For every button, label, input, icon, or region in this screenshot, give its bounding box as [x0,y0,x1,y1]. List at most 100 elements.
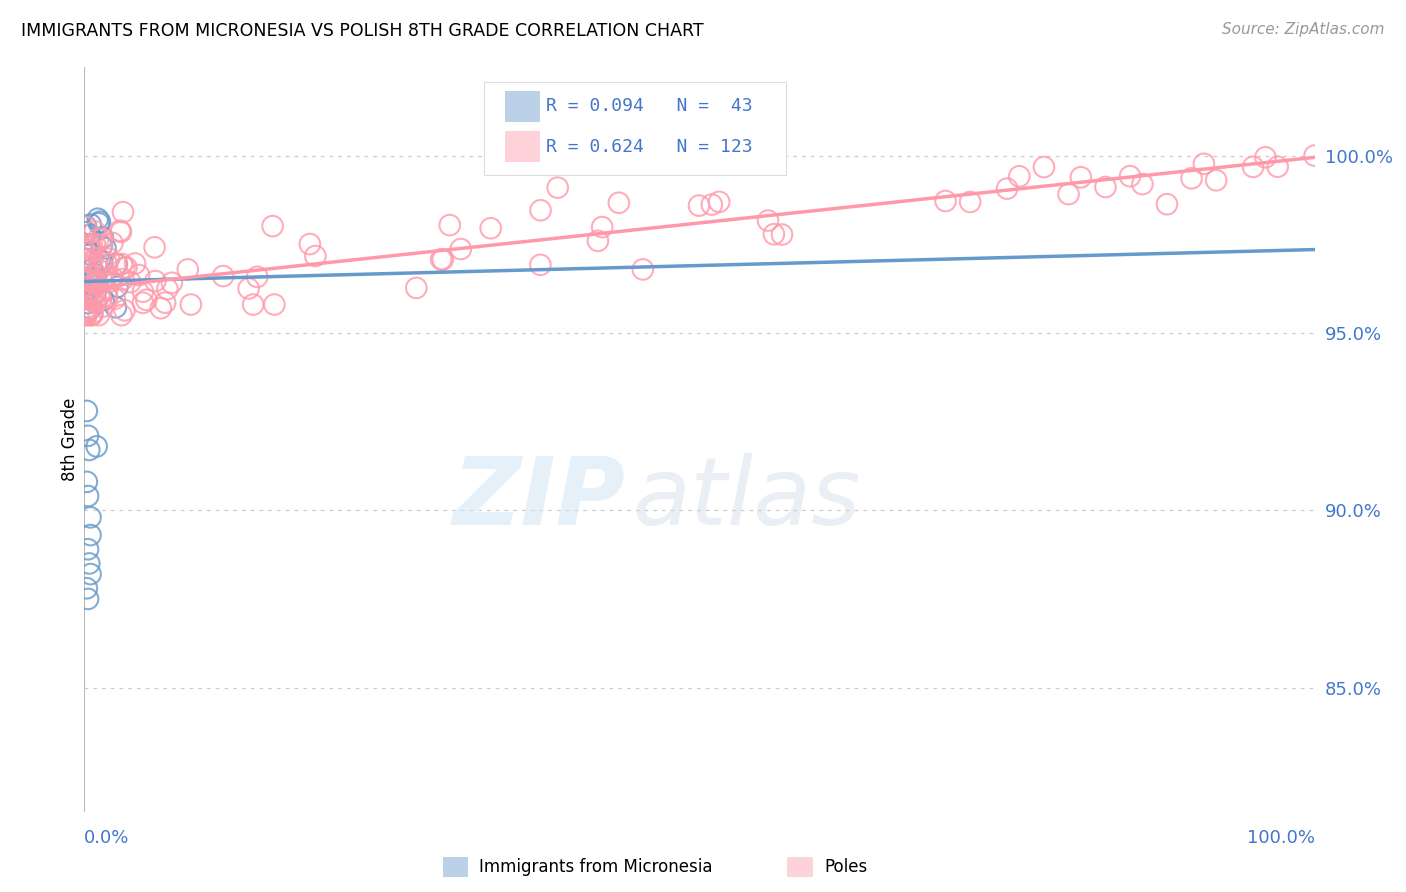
Text: R = 0.094   N =  43: R = 0.094 N = 43 [546,97,752,115]
Point [1132,177,1154,191]
Point [90,293,112,307]
Point [1254,150,1277,164]
Point [89,214,111,228]
Point [120,275,142,289]
Point [1156,197,1178,211]
Point [87,216,110,230]
Point [112,272,135,286]
Point [77,429,100,443]
Point [76,305,98,319]
Point [135,293,157,307]
Point [80,255,103,269]
Point [935,194,957,208]
Point [242,297,264,311]
Point [700,197,723,211]
Point [96,290,118,304]
Point [82,305,104,319]
Point [107,280,129,294]
Point [707,194,730,209]
Point [75,291,97,305]
Point [91,238,114,252]
Point [79,510,101,524]
Point [91,232,114,246]
Point [79,274,101,288]
Point [304,249,326,263]
Point [80,308,103,322]
Point [82,262,104,277]
Point [405,281,427,295]
Point [1094,180,1116,194]
Point [959,194,981,209]
Point [1033,160,1056,174]
Point [91,230,114,244]
Point [77,302,100,317]
Point [1119,169,1142,184]
Point [156,282,179,296]
Point [104,292,127,306]
Point [76,287,98,301]
Point [100,274,122,288]
Point [96,257,118,271]
Point [98,252,121,266]
Point [80,308,103,322]
Point [591,220,613,235]
Point [79,442,101,457]
Point [76,308,98,322]
Point [1057,187,1080,202]
Point [153,295,176,310]
Point [77,267,100,281]
Point [439,218,461,232]
Point [93,293,115,307]
Point [79,237,101,252]
Point [132,285,155,299]
Point [79,528,101,542]
Point [94,241,117,255]
Text: Source: ZipAtlas.com: Source: ZipAtlas.com [1222,22,1385,37]
Point [87,211,110,226]
Point [79,243,101,257]
Point [77,489,100,503]
Point [79,247,101,261]
Bar [505,131,540,162]
Point [1192,157,1215,171]
Point [110,308,132,322]
Point [124,256,146,270]
Point [180,297,202,311]
Point [84,270,107,285]
Point [79,292,101,306]
Point [75,260,97,275]
Point [111,257,134,271]
Point [688,199,710,213]
Point [80,218,103,232]
Point [77,591,100,606]
Point [84,277,107,292]
Text: Poles: Poles [824,858,868,876]
Point [110,225,132,239]
Point [76,275,98,289]
Point [1181,171,1204,186]
Point [995,181,1018,195]
Point [145,274,167,288]
Point [143,240,166,254]
Point [160,276,183,290]
Point [586,234,609,248]
Point [82,253,104,268]
Y-axis label: 8th Grade: 8th Grade [60,398,79,481]
Point [132,295,155,310]
Point [75,306,97,320]
Point [75,290,97,304]
Text: IMMIGRANTS FROM MICRONESIA VS POLISH 8TH GRADE CORRELATION CHART: IMMIGRANTS FROM MICRONESIA VS POLISH 8TH… [21,22,704,40]
Point [89,263,111,277]
Text: 100.0%: 100.0% [1247,829,1315,847]
Point [1267,160,1289,174]
Point [75,259,97,273]
Point [1008,169,1031,184]
Point [105,257,128,271]
Point [450,242,472,256]
Text: R = 0.624   N = 123: R = 0.624 N = 123 [546,137,752,155]
Point [104,301,127,315]
Point [76,283,98,297]
Point [80,244,103,259]
Point [430,252,453,267]
Point [108,224,131,238]
